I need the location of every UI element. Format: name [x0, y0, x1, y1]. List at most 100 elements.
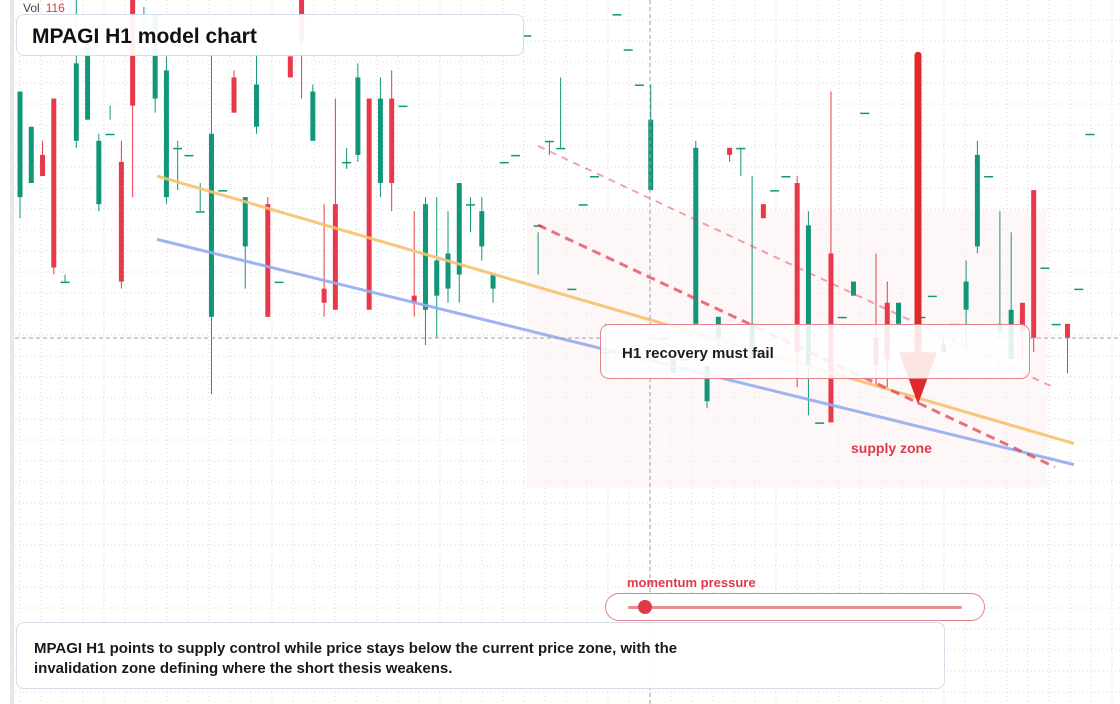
candle-body: [522, 35, 532, 37]
candle: [422, 197, 428, 345]
candle-body: [422, 204, 428, 310]
candle: [850, 281, 856, 296]
candle-body: [195, 211, 205, 213]
candle: [860, 112, 870, 115]
candle: [612, 14, 622, 16]
momentum-slider[interactable]: [605, 593, 985, 621]
candle-body: [850, 281, 856, 296]
candle: [727, 147, 733, 162]
candle: [770, 190, 780, 192]
candle-body: [794, 183, 800, 352]
momentum-label: momentum pressure: [627, 575, 756, 590]
candle-body: [466, 204, 476, 206]
candle-body: [17, 91, 23, 198]
candle: [704, 366, 710, 409]
candle: [781, 176, 791, 178]
candle-body: [815, 422, 825, 424]
candle-body: [704, 366, 710, 402]
candle-body: [28, 126, 34, 184]
candle: [736, 147, 746, 176]
candle-body: [411, 295, 417, 303]
candle: [96, 133, 102, 212]
candle: [434, 197, 440, 338]
candle: [984, 176, 994, 178]
candle-body: [1040, 267, 1050, 270]
candle-body: [612, 14, 622, 16]
candle-body: [693, 147, 699, 324]
candle: [760, 204, 766, 219]
candle: [578, 204, 588, 206]
candle: [163, 56, 169, 205]
candle: [208, 21, 214, 395]
candle-body: [1031, 190, 1037, 338]
candle-body: [736, 147, 746, 150]
candle-body: [40, 154, 46, 176]
candle-body: [860, 112, 870, 115]
candle-body: [389, 98, 395, 184]
momentum-track: [628, 606, 962, 609]
summary-panel: MPAGI H1 points to supply control while …: [16, 622, 945, 689]
summary-text: MPAGI H1 points to supply control while …: [34, 640, 678, 677]
candle: [623, 49, 633, 51]
candle: [242, 197, 248, 289]
candle: [896, 302, 902, 324]
momentum-thumb[interactable]: [637, 600, 652, 614]
candle-body: [963, 281, 969, 310]
candle: [105, 105, 115, 136]
candle-body: [1019, 302, 1025, 331]
candle: [265, 197, 271, 317]
candle: [479, 197, 485, 261]
candle: [1040, 267, 1050, 270]
candle-body: [499, 161, 509, 164]
candle-body: [805, 225, 811, 367]
candle-body: [105, 133, 115, 136]
candle-body: [544, 140, 554, 143]
candle-body: [984, 176, 994, 178]
candle: [805, 211, 811, 416]
candle: [254, 42, 260, 134]
volume-readout: Vol 116: [23, 1, 65, 15]
candle-body: [456, 183, 462, 275]
candle: [377, 77, 383, 198]
candle-body: [1064, 323, 1070, 338]
candle-body: [1074, 288, 1084, 291]
candle-body: [589, 176, 599, 178]
candle: [445, 211, 451, 303]
candle-body: [118, 161, 124, 282]
candle-body: [287, 56, 293, 78]
candle: [310, 84, 316, 141]
candle-body: [173, 147, 183, 150]
candle: [28, 126, 34, 184]
candle-body: [974, 154, 980, 247]
candle-body: [85, 42, 91, 120]
candle: [556, 77, 566, 150]
candle-body: [332, 204, 338, 310]
candle-body: [366, 98, 372, 310]
candle: [40, 140, 46, 176]
candle-body: [896, 302, 902, 324]
supply-zone-label: supply zone: [851, 440, 932, 456]
candle: [1085, 133, 1095, 136]
candle: [589, 176, 599, 178]
candle-body: [355, 77, 361, 155]
candle: [60, 274, 70, 284]
candle: [815, 422, 825, 424]
candle: [321, 204, 327, 317]
candle-body: [254, 84, 260, 127]
candle: [927, 295, 937, 298]
candle: [1031, 190, 1037, 352]
candle-body: [321, 288, 327, 303]
candle: [118, 140, 124, 289]
candle-body: [578, 204, 588, 206]
candle-body: [760, 204, 766, 219]
candle: [693, 140, 699, 324]
candle: [544, 140, 554, 155]
candle: [837, 316, 847, 319]
candle-body: [648, 119, 654, 191]
candle: [389, 70, 395, 212]
candle-body: [567, 288, 577, 291]
candle: [511, 154, 521, 157]
candle-body: [377, 98, 383, 184]
candle-body: [96, 140, 102, 205]
candle-body: [770, 190, 780, 192]
